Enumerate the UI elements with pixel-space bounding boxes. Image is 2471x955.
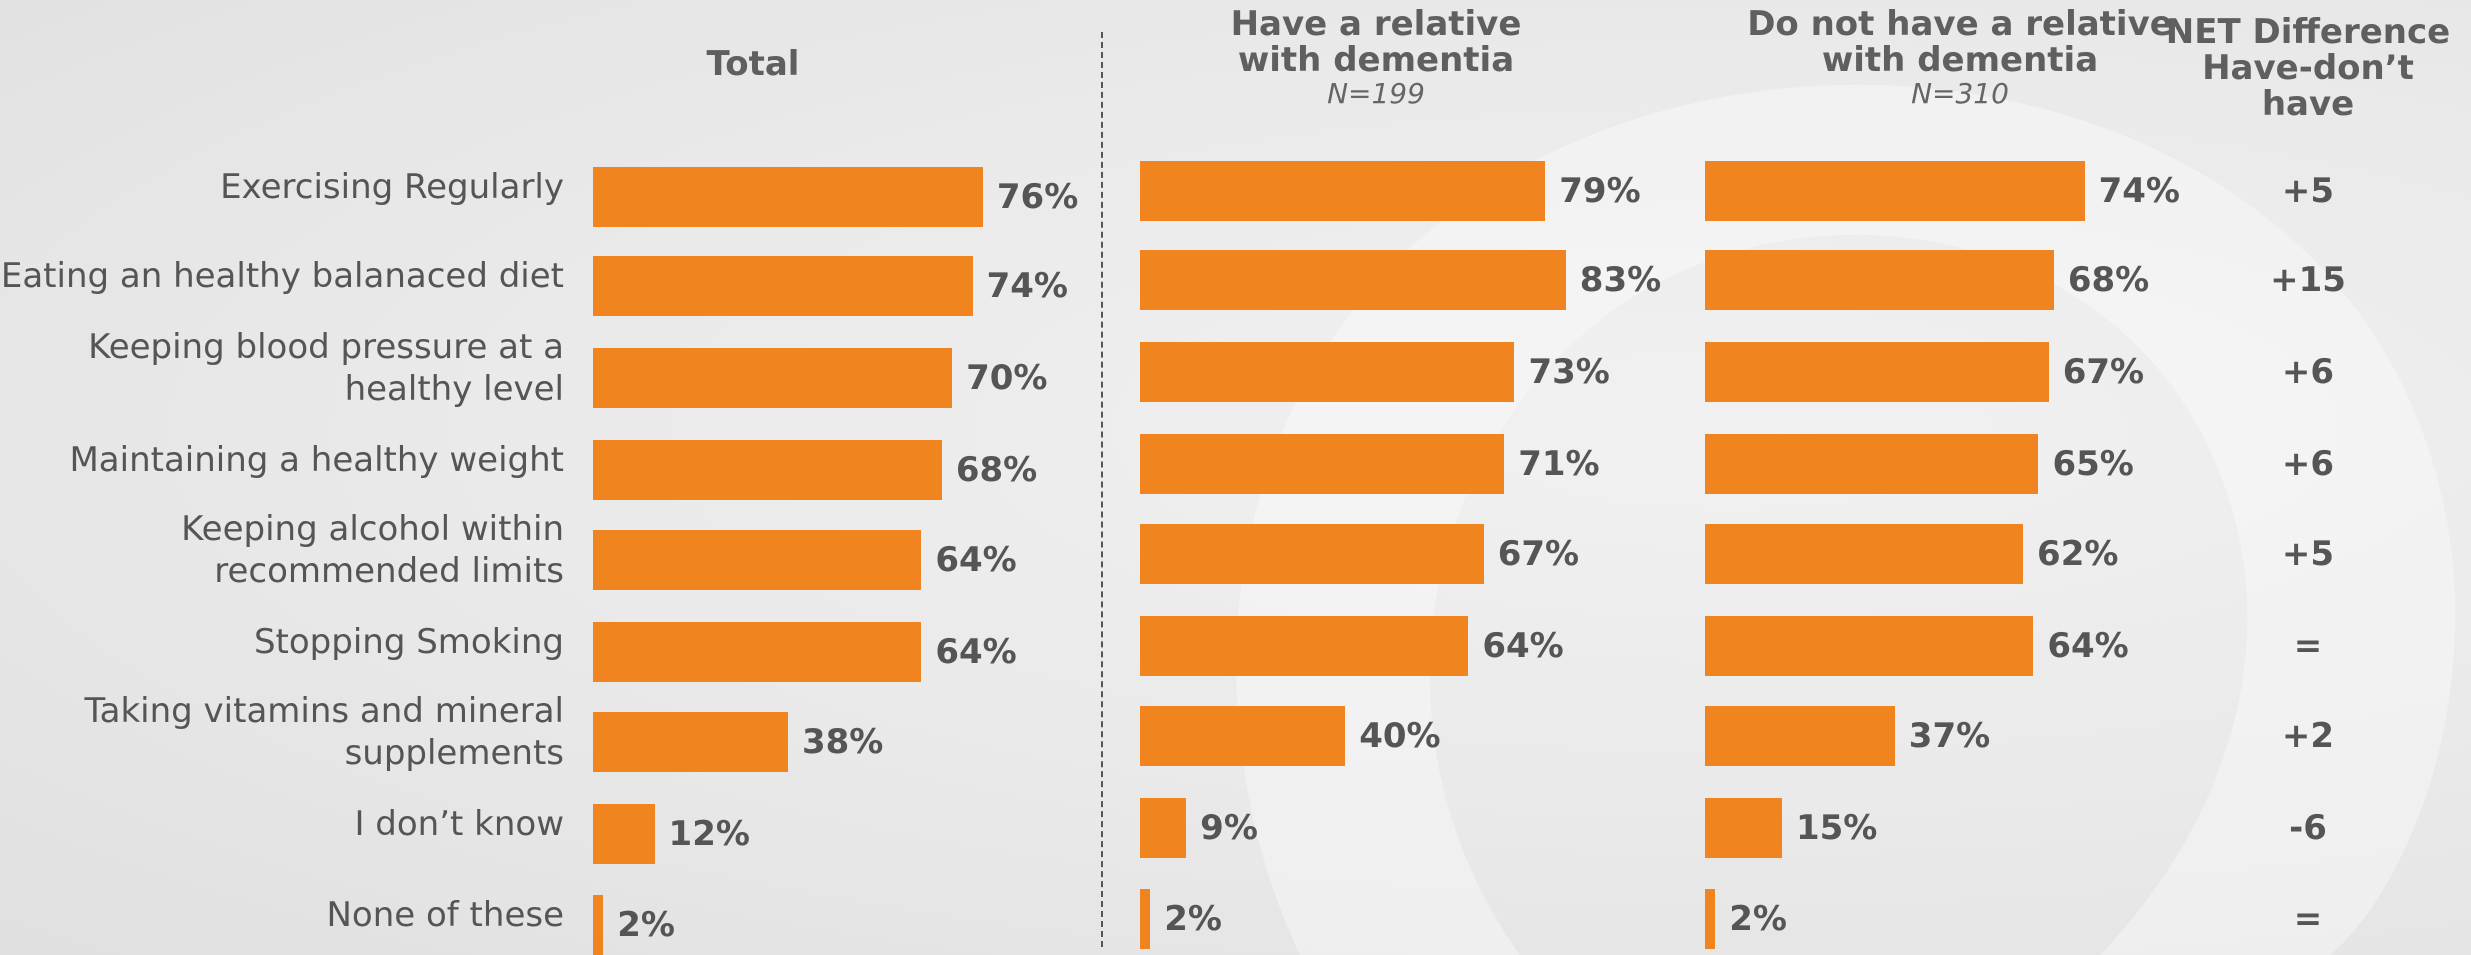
category-label-line: Exercising Regularly [220, 167, 564, 207]
data-label: 9% [1200, 808, 1258, 848]
category-label-line: supplements [344, 733, 564, 773]
bar [1705, 798, 1782, 858]
bar [1140, 434, 1505, 494]
bar [593, 712, 788, 772]
data-label: 15% [1795, 808, 1878, 848]
category-label: Keeping blood pressure at a healthy level [0, 326, 564, 410]
category-label-line: Keeping blood pressure at a [88, 327, 564, 367]
data-label: 70% [966, 358, 1048, 398]
series-sample-size: N=310 [1911, 77, 2009, 110]
category-label-line: recommended limits [214, 551, 564, 591]
series-sample-size: N=199 [1327, 77, 1425, 110]
bar [1705, 706, 1895, 766]
series-header-line: Total [706, 44, 800, 84]
data-label: 64% [2047, 626, 2129, 666]
bar [1705, 342, 2049, 402]
bar [1140, 706, 1346, 766]
net-difference-header-line: NET Difference [2165, 12, 2451, 52]
category-label-line: Keeping alcohol within [181, 509, 564, 549]
net-difference-value: +5 [2281, 534, 2335, 574]
net-difference-value: +2 [2281, 716, 2335, 756]
bar [593, 348, 953, 408]
category-label-line: Eating an healthy balanaced diet [0, 256, 564, 296]
data-label: 2% [1729, 899, 1787, 939]
data-label: 73% [1528, 352, 1610, 392]
category-label: Eating an healthy balanaced diet [0, 255, 564, 297]
category-label: Maintaining a healthy weight [0, 439, 564, 481]
category-label-line: None of these [326, 895, 564, 935]
data-label: 37% [1908, 716, 1991, 756]
bar [1140, 798, 1187, 858]
bar [1705, 161, 2085, 221]
bar [593, 895, 604, 955]
data-label: 12% [668, 814, 750, 854]
data-label: 2% [617, 905, 675, 945]
bar [593, 256, 973, 316]
net-difference-value: +6 [2281, 352, 2335, 392]
series-header: Have a relative with dementia N=199 [1126, 6, 1626, 110]
data-label: 2% [1164, 899, 1222, 939]
net-difference-header: NET Difference Have-don’t have [2158, 14, 2458, 122]
data-label: 62% [2037, 534, 2119, 574]
data-label: 68% [955, 450, 1038, 490]
series-header-line: Have a relative [1230, 4, 1522, 44]
category-label: Exercising Regularly [0, 166, 564, 208]
series-header: Do not have a relative with dementia N=310 [1710, 6, 2210, 110]
data-label: 64% [935, 632, 1017, 672]
data-label: 64% [1482, 626, 1564, 666]
data-label: 64% [935, 540, 1017, 580]
data-label: 67% [1497, 534, 1580, 574]
category-label: Taking vitamins and mineral supplements [0, 690, 565, 774]
category-label-line: healthy level [344, 369, 564, 409]
series-header: Total [503, 46, 1003, 82]
category-label: None of these [0, 894, 564, 936]
bar [1140, 161, 1546, 221]
category-label: Stopping Smoking [0, 621, 564, 663]
net-difference-value: +6 [2281, 444, 2335, 484]
net-difference-header-line: have [2261, 84, 2355, 124]
category-label-line: I don’t know [354, 804, 564, 844]
bar [1140, 889, 1151, 949]
category-label: I don’t know [0, 803, 564, 845]
category-label-line: Maintaining a healthy weight [69, 440, 564, 480]
bar [1140, 524, 1484, 584]
data-label: 40% [1359, 716, 1441, 756]
bar [1140, 616, 1469, 676]
bar [1140, 342, 1515, 402]
bar [1140, 250, 1566, 310]
data-label: 65% [2052, 444, 2134, 484]
bar [593, 167, 983, 227]
category-label-line: Stopping Smoking [253, 622, 564, 662]
data-label: 68% [2067, 260, 2150, 300]
data-label: 74% [986, 266, 1068, 306]
bar [1705, 434, 2039, 494]
data-label: 38% [801, 722, 884, 762]
data-label: 67% [2062, 352, 2145, 392]
data-label: 79% [1559, 171, 1641, 211]
series-header-line: Do not have a relative [1747, 4, 2173, 44]
bar [593, 622, 922, 682]
bar [1705, 616, 2034, 676]
category-label: Keeping alcohol within recommended limits [0, 508, 564, 592]
net-difference-value: -6 [2289, 808, 2327, 848]
panel-divider [1101, 32, 1103, 947]
category-label-line: Taking vitamins and mineral [84, 691, 565, 731]
bar [1705, 524, 2024, 584]
bar [1705, 250, 2054, 310]
data-label: 71% [1518, 444, 1600, 484]
bar [593, 440, 942, 500]
series-header-line: with dementia [1237, 40, 1515, 80]
series-header-line: with dementia [1821, 40, 2099, 80]
data-label: 76% [996, 177, 1079, 217]
net-difference-value: = [2293, 626, 2323, 666]
bar [1705, 889, 1716, 949]
data-label: 74% [2098, 171, 2180, 211]
bar [593, 804, 655, 864]
net-difference-value: +15 [2270, 260, 2346, 300]
data-label: 83% [1579, 260, 1662, 300]
net-difference-value: = [2293, 899, 2323, 939]
net-difference-header-line: Have-don’t [2202, 48, 2414, 88]
bar [593, 530, 922, 590]
net-difference-value: +5 [2281, 171, 2335, 211]
